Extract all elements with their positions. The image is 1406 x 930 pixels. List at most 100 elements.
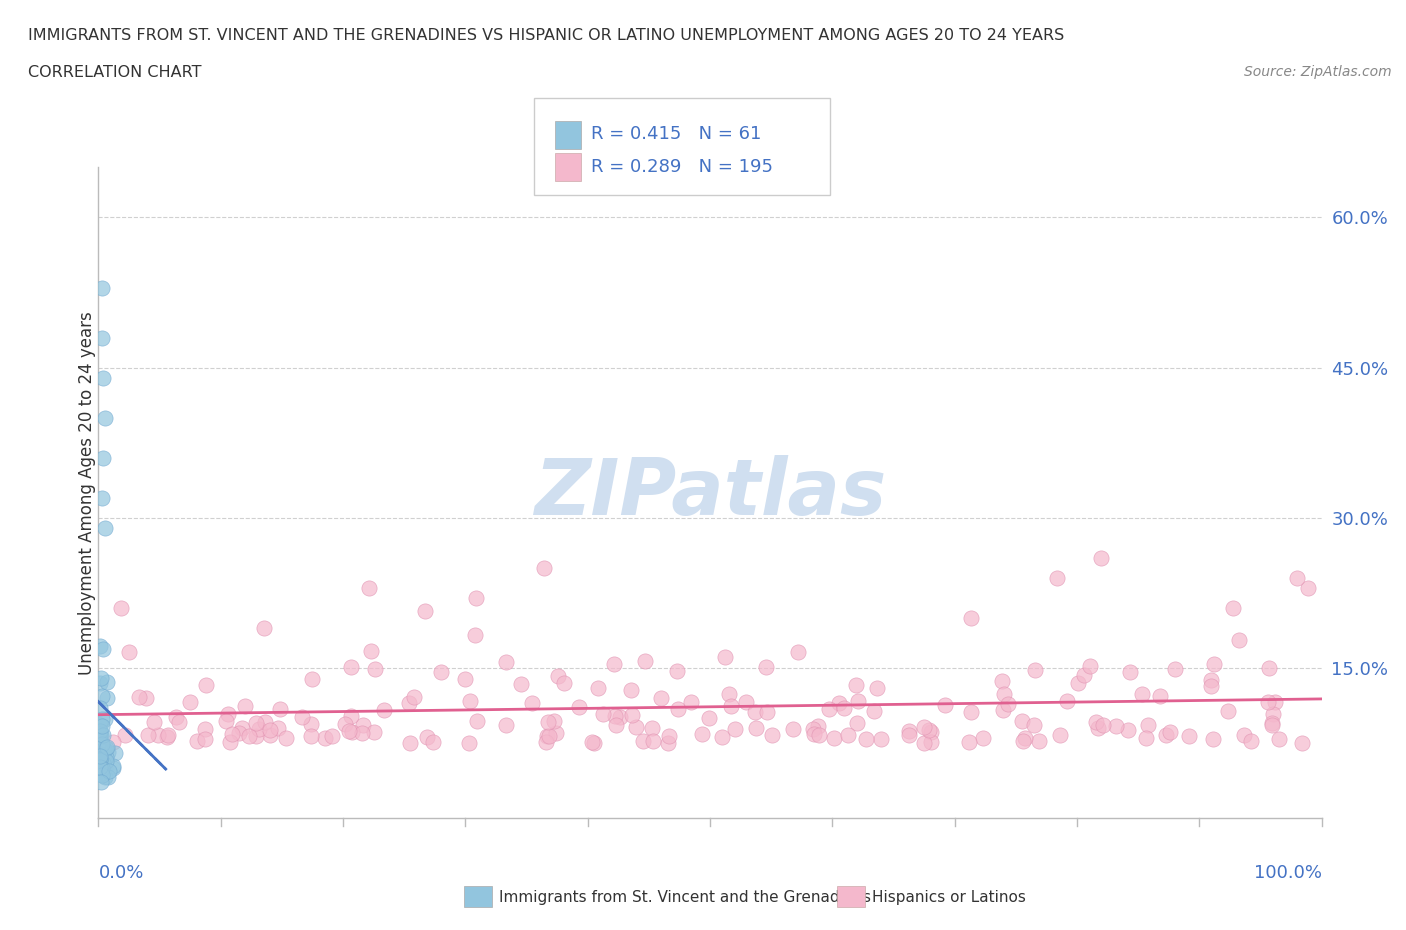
- Point: [101, 735, 124, 750]
- Point: [90, 711, 112, 726]
- Point: [1056, 694, 1078, 709]
- Point: [547, 669, 569, 684]
- Point: [299, 728, 322, 743]
- Point: [537, 714, 560, 729]
- Point: [1073, 667, 1095, 682]
- Point: [91, 490, 114, 505]
- Point: [855, 731, 877, 746]
- Point: [972, 731, 994, 746]
- Point: [641, 721, 664, 736]
- Point: [583, 736, 606, 751]
- Point: [1232, 727, 1254, 742]
- Point: [89, 724, 111, 739]
- Point: [89, 758, 111, 773]
- Point: [609, 710, 631, 724]
- Point: [97, 770, 120, 785]
- Point: [259, 723, 281, 737]
- Point: [245, 728, 267, 743]
- Point: [1258, 660, 1281, 675]
- Point: [89, 749, 111, 764]
- Point: [91, 743, 114, 758]
- Point: [89, 726, 111, 741]
- Point: [89, 717, 111, 732]
- Point: [1022, 718, 1045, 733]
- Point: [91, 755, 114, 770]
- Point: [373, 702, 395, 717]
- Point: [94, 753, 117, 768]
- Point: [193, 721, 215, 736]
- Point: [603, 657, 626, 671]
- Point: [495, 718, 517, 733]
- Text: R = 0.415   N = 61: R = 0.415 N = 61: [591, 125, 761, 143]
- Point: [228, 725, 250, 740]
- Point: [274, 731, 297, 746]
- Point: [413, 604, 436, 618]
- Point: [993, 686, 1015, 701]
- Point: [1012, 734, 1035, 749]
- Point: [91, 330, 114, 345]
- Point: [862, 703, 884, 718]
- Point: [96, 690, 118, 705]
- Point: [1024, 663, 1046, 678]
- Point: [634, 653, 657, 668]
- Point: [586, 681, 609, 696]
- Point: [1046, 571, 1069, 586]
- Point: [650, 691, 672, 706]
- Point: [828, 696, 851, 711]
- Point: [467, 714, 489, 729]
- Point: [357, 580, 380, 595]
- Point: [1159, 724, 1181, 739]
- Point: [710, 729, 733, 744]
- Point: [96, 739, 118, 754]
- Point: [807, 718, 830, 733]
- Point: [103, 758, 125, 773]
- Point: [136, 728, 159, 743]
- Point: [93, 741, 115, 756]
- Point: [135, 691, 157, 706]
- Point: [665, 663, 688, 678]
- Point: [91, 370, 114, 385]
- Point: [104, 746, 127, 761]
- Point: [89, 766, 111, 781]
- Point: [621, 708, 644, 723]
- Point: [755, 660, 778, 675]
- Point: [90, 775, 112, 790]
- Point: [110, 601, 132, 616]
- Point: [245, 716, 267, 731]
- Point: [803, 726, 825, 741]
- Point: [94, 761, 117, 776]
- Point: [870, 732, 893, 747]
- Point: [1130, 686, 1153, 701]
- Point: [218, 734, 240, 749]
- Point: [156, 727, 179, 742]
- Point: [194, 732, 217, 747]
- Point: [1049, 727, 1071, 742]
- Y-axis label: Unemployment Among Ages 20 to 24 years: Unemployment Among Ages 20 to 24 years: [79, 311, 96, 675]
- Point: [803, 722, 825, 737]
- Point: [744, 704, 766, 719]
- Point: [1105, 719, 1128, 734]
- Point: [1084, 715, 1107, 730]
- Point: [91, 727, 114, 742]
- Point: [93, 521, 115, 536]
- Point: [1028, 734, 1050, 749]
- Point: [533, 561, 555, 576]
- Point: [520, 696, 543, 711]
- Point: [1118, 664, 1140, 679]
- Point: [340, 724, 363, 739]
- Point: [89, 765, 111, 780]
- Point: [217, 707, 239, 722]
- Point: [1227, 632, 1250, 647]
- Point: [658, 729, 681, 744]
- Point: [233, 698, 256, 713]
- Point: [1257, 695, 1279, 710]
- Point: [714, 649, 737, 664]
- Point: [1261, 715, 1284, 730]
- Point: [1137, 717, 1160, 732]
- Point: [581, 734, 603, 749]
- Point: [254, 714, 277, 729]
- Point: [238, 728, 260, 743]
- Point: [89, 762, 111, 777]
- Point: [866, 681, 889, 696]
- Point: [626, 720, 648, 735]
